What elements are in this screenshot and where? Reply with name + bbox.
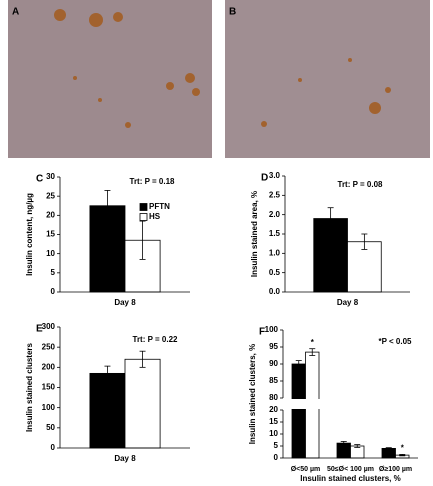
y-tick-label: 10 (269, 429, 278, 438)
error-bar (104, 190, 111, 222)
y-tick-label: 100 (42, 403, 56, 412)
y-tick-label: 100 (265, 325, 279, 334)
error-bar (354, 444, 361, 448)
y-axis-label: Insulin content, ng/µg (25, 193, 34, 276)
annotation: Trt: P = 0.08 (338, 180, 384, 189)
y-tick-label: 15 (269, 417, 278, 426)
error-bar (340, 441, 347, 446)
y-tick-label: 3.0 (269, 171, 281, 180)
y-tick-label: 15 (46, 230, 55, 239)
x-axis-label: Insulin stained clusters, % (300, 474, 400, 483)
panel-label: E (36, 324, 43, 335)
annotation: Trt: P = 0.18 (130, 177, 176, 186)
y-tick-label: 1.0 (269, 248, 281, 257)
y-tick-label: 0.0 (269, 287, 281, 296)
y-tick-label: 0 (51, 443, 56, 452)
y-tick-label: 85 (269, 376, 278, 385)
panel-label: C (36, 174, 43, 185)
panel-label: F (259, 327, 265, 338)
error-bar (104, 365, 111, 382)
y-axis-label: Insulin stained clusters (25, 342, 34, 431)
bar (291, 363, 306, 459)
y-tick-label: 150 (42, 383, 56, 392)
y-tick-label: 5 (51, 268, 56, 277)
axis-break (277, 399, 420, 409)
stained-islets (54, 9, 200, 128)
y-axis-label: Insulin stained area, % (250, 191, 259, 277)
y-tick-label: 0 (274, 453, 279, 462)
annotation: Trt: P = 0.22 (133, 335, 179, 344)
error-bar (139, 350, 146, 368)
x-tick-label: Ø<50 µm (291, 466, 321, 473)
y-tick-label: 50 (46, 423, 55, 432)
x-tick-label: Ø≥100 µm (379, 466, 412, 473)
stained-islets (261, 58, 391, 127)
error-bar (139, 220, 146, 260)
y-tick-label: 95 (269, 342, 278, 351)
legend-label: HS (149, 212, 161, 221)
panel-label: D (261, 173, 268, 184)
panel-label: B (229, 7, 236, 18)
y-tick-label: 5 (274, 441, 279, 450)
image-background (8, 0, 212, 158)
legend-label: PFTN (149, 202, 170, 211)
significance-marker: * (311, 338, 315, 347)
bar (124, 358, 161, 449)
error-bar (309, 348, 316, 356)
error-bar (361, 233, 368, 250)
y-tick-label: 2.5 (269, 190, 281, 199)
micrograph-b: B (225, 0, 430, 158)
x-tick-label: 50≤Ø< 100 µm (327, 466, 374, 473)
y-tick-label: 20 (46, 210, 55, 219)
x-tick-label: Day 8 (337, 298, 359, 307)
y-axis-label: Insulin stained clusters, % (248, 344, 257, 444)
bar (381, 447, 396, 459)
y-tick-label: 2.0 (269, 210, 281, 219)
error-bar (327, 207, 334, 230)
y-tick-label: 200 (42, 362, 56, 371)
annotation: *P < 0.05 (379, 337, 413, 346)
y-tick-label: 250 (42, 342, 56, 351)
error-bar (385, 447, 392, 450)
legend-swatch (139, 203, 148, 211)
y-tick-label: 300 (42, 322, 56, 331)
y-tick-label: 1.5 (269, 229, 281, 238)
y-tick-label: 0.5 (269, 268, 281, 277)
y-tick-label: 90 (269, 359, 278, 368)
legend-swatch (139, 213, 148, 221)
x-tick-label: Day 8 (114, 454, 136, 463)
significance-marker: * (401, 444, 405, 453)
image-background (225, 0, 430, 158)
micrograph-a: A (8, 0, 212, 158)
y-tick-label: 20 (269, 405, 278, 414)
bar (89, 372, 126, 449)
bar (336, 442, 351, 459)
x-tick-label: Day 8 (114, 298, 136, 307)
panel-label: A (12, 7, 19, 18)
error-bar (295, 360, 302, 368)
error-bar (399, 453, 406, 457)
bar (347, 241, 382, 293)
y-tick-label: 0 (51, 287, 56, 296)
y-tick-label: 25 (46, 191, 55, 200)
y-tick-label: 10 (46, 249, 55, 258)
y-tick-label: 80 (269, 393, 278, 402)
y-tick-label: 30 (46, 172, 55, 181)
